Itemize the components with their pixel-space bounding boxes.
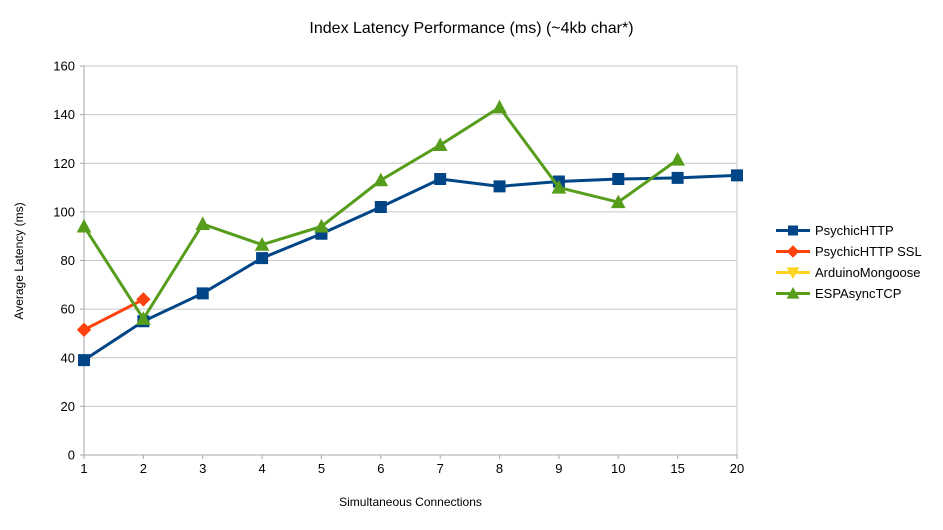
x-tick-label: 9 <box>555 461 562 476</box>
x-tick-label: 1 <box>80 461 87 476</box>
x-tick-label: 10 <box>611 461 625 476</box>
legend-label: PsychicHTTP SSL <box>815 244 922 259</box>
data-point-espasynctcp <box>551 180 567 194</box>
data-point-espasynctcp <box>670 152 685 166</box>
data-point-espasynctcp <box>492 99 507 114</box>
legend-marker <box>786 267 800 279</box>
x-tick-label: 7 <box>437 461 444 476</box>
data-point-psychichttp <box>78 354 90 367</box>
x-tick-label: 3 <box>199 461 206 476</box>
x-tick-label: 5 <box>318 461 325 476</box>
legend: PsychicHTTP PsychicHTTP SSL ArduinoMongoos… <box>776 222 922 302</box>
y-tick-label: 20 <box>61 399 75 414</box>
legend-marker-square-icon <box>776 225 810 236</box>
x-tick-label: 2 <box>140 461 147 476</box>
y-axis-title: Average Latency (ms) <box>12 202 26 320</box>
x-tick-label: 20 <box>730 461 744 476</box>
chart-title: Index Latency Performance (ms) (~4kb cha… <box>309 20 634 37</box>
data-point-espasynctcp <box>195 216 211 231</box>
data-point-espasynctcp <box>314 218 329 233</box>
x-tick-label: 15 <box>670 461 684 476</box>
data-point-espasynctcp <box>373 172 389 187</box>
data-point-psychichttp <box>612 173 625 186</box>
series-espasynctcp <box>76 99 685 325</box>
series-psychichttp <box>78 169 743 367</box>
x-tick-label: 4 <box>258 461 265 476</box>
data-point-psychichttp <box>256 252 269 265</box>
data-point-psychichttp <box>374 201 387 214</box>
y-tick-label: 80 <box>61 253 75 268</box>
data-point-espasynctcp <box>432 137 448 152</box>
data-point-psychichttp-ssl <box>136 292 151 307</box>
legend-marker-triangle-up-icon <box>776 287 810 299</box>
y-tick-label: 160 <box>53 59 75 74</box>
legend-marker <box>786 287 800 299</box>
legend-item-espasynctcp: ESPAsyncTCP <box>776 285 922 302</box>
x-tick-label: 6 <box>377 461 384 476</box>
y-tick-label: 40 <box>61 350 75 365</box>
y-tick-label: 60 <box>61 302 75 317</box>
data-point-psychichttp <box>493 180 506 193</box>
legend-item-psychichttp-ssl: PsychicHTTP SSL <box>776 243 922 260</box>
legend-marker-triangle-down-icon <box>776 267 810 279</box>
legend-item-arduinomongoose: ArduinoMongoose <box>776 264 922 281</box>
legend-label: ArduinoMongoose <box>815 265 921 280</box>
y-tick-label: 100 <box>53 204 75 219</box>
data-point-espasynctcp <box>136 311 151 325</box>
data-point-espasynctcp <box>76 218 92 233</box>
y-tick-label: 140 <box>53 107 75 122</box>
data-point-psychichttp <box>196 287 209 300</box>
y-tick-label: 0 <box>68 448 75 463</box>
x-axis-title: Simultaneous Connections <box>339 495 482 509</box>
data-point-psychichttp <box>731 169 743 182</box>
legend-marker-diamond-icon <box>776 245 810 258</box>
x-tick-label: 8 <box>496 461 503 476</box>
data-point-psychichttp <box>434 173 447 186</box>
y-tick-label: 120 <box>53 156 75 171</box>
data-point-psychichttp <box>671 171 684 184</box>
data-point-espasynctcp <box>254 237 270 251</box>
data-point-psychichttp-ssl <box>76 322 92 337</box>
legend-item-psychichttp: PsychicHTTP <box>776 222 922 239</box>
series-line-espasynctcp <box>82 105 679 322</box>
legend-label: PsychicHTTP <box>815 223 894 238</box>
legend-label: ESPAsyncTCP <box>815 286 902 301</box>
legend-marker <box>788 225 798 236</box>
data-point-espasynctcp <box>610 194 626 209</box>
series-line-psychichttp <box>83 173 738 362</box>
legend-marker <box>786 245 800 258</box>
